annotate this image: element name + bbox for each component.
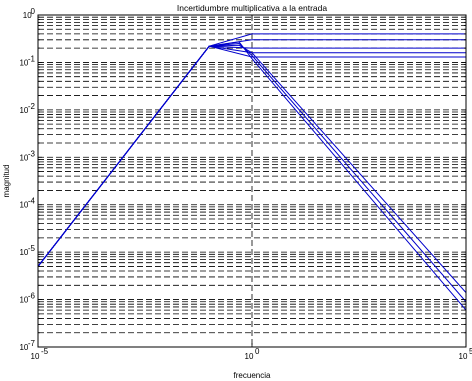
x-tick-label-base: 10 xyxy=(31,352,40,361)
y-tick-label: -110 xyxy=(19,54,35,67)
y-tick-label-exponent: 0 xyxy=(31,7,36,16)
x-tick-label-base: 10 xyxy=(459,352,468,361)
x-tick-label: 100 xyxy=(245,347,260,361)
x-tick-label: 105 xyxy=(459,347,472,361)
y-tick-label-exponent: -5 xyxy=(28,244,36,253)
x-tick-label-exponent: 0 xyxy=(255,347,260,356)
y-tick-label-exponent: -1 xyxy=(28,54,36,63)
x-tick-label: 10-5 xyxy=(31,347,49,361)
y-tick-label-base: 10 xyxy=(19,248,28,257)
y-tick-label-base: 10 xyxy=(19,58,28,67)
y-tick-label: -310 xyxy=(19,149,35,162)
chart-title: Incertidumbre multiplicativa a la entrad… xyxy=(177,3,328,13)
y-tick-label: 010 xyxy=(23,7,36,20)
y-tick-label-exponent: -3 xyxy=(28,149,36,158)
plot-frame xyxy=(37,14,467,348)
x-axis-label: frecuencia xyxy=(234,371,271,380)
series-line xyxy=(37,44,467,293)
series-lines xyxy=(37,33,467,311)
y-tick-label-base: 10 xyxy=(23,11,32,20)
grid xyxy=(38,15,466,348)
y-axis-label: magnitud xyxy=(2,165,11,198)
y-tick-label-exponent: -7 xyxy=(28,339,36,348)
y-tick-label: -710 xyxy=(19,339,35,352)
y-tick-label-base: 10 xyxy=(19,201,28,210)
y-tick-label-exponent: -2 xyxy=(28,102,36,111)
y-tick-label-base: 10 xyxy=(19,153,28,162)
y-tick-label: -410 xyxy=(19,197,35,210)
y-tick-label: -510 xyxy=(19,244,35,257)
y-tick-label: -610 xyxy=(19,292,35,305)
y-tick-label-exponent: -6 xyxy=(28,292,36,301)
x-tick-label-exponent: -5 xyxy=(41,347,49,356)
x-tick-label-base: 10 xyxy=(245,352,254,361)
y-tick-label-exponent: -4 xyxy=(28,197,36,206)
y-tick-label-base: 10 xyxy=(19,296,28,305)
y-tick-label: -210 xyxy=(19,102,35,115)
y-tick-label-base: 10 xyxy=(19,106,28,115)
y-tick-label-base: 10 xyxy=(19,343,28,352)
x-tick-label-exponent: 5 xyxy=(469,347,472,356)
